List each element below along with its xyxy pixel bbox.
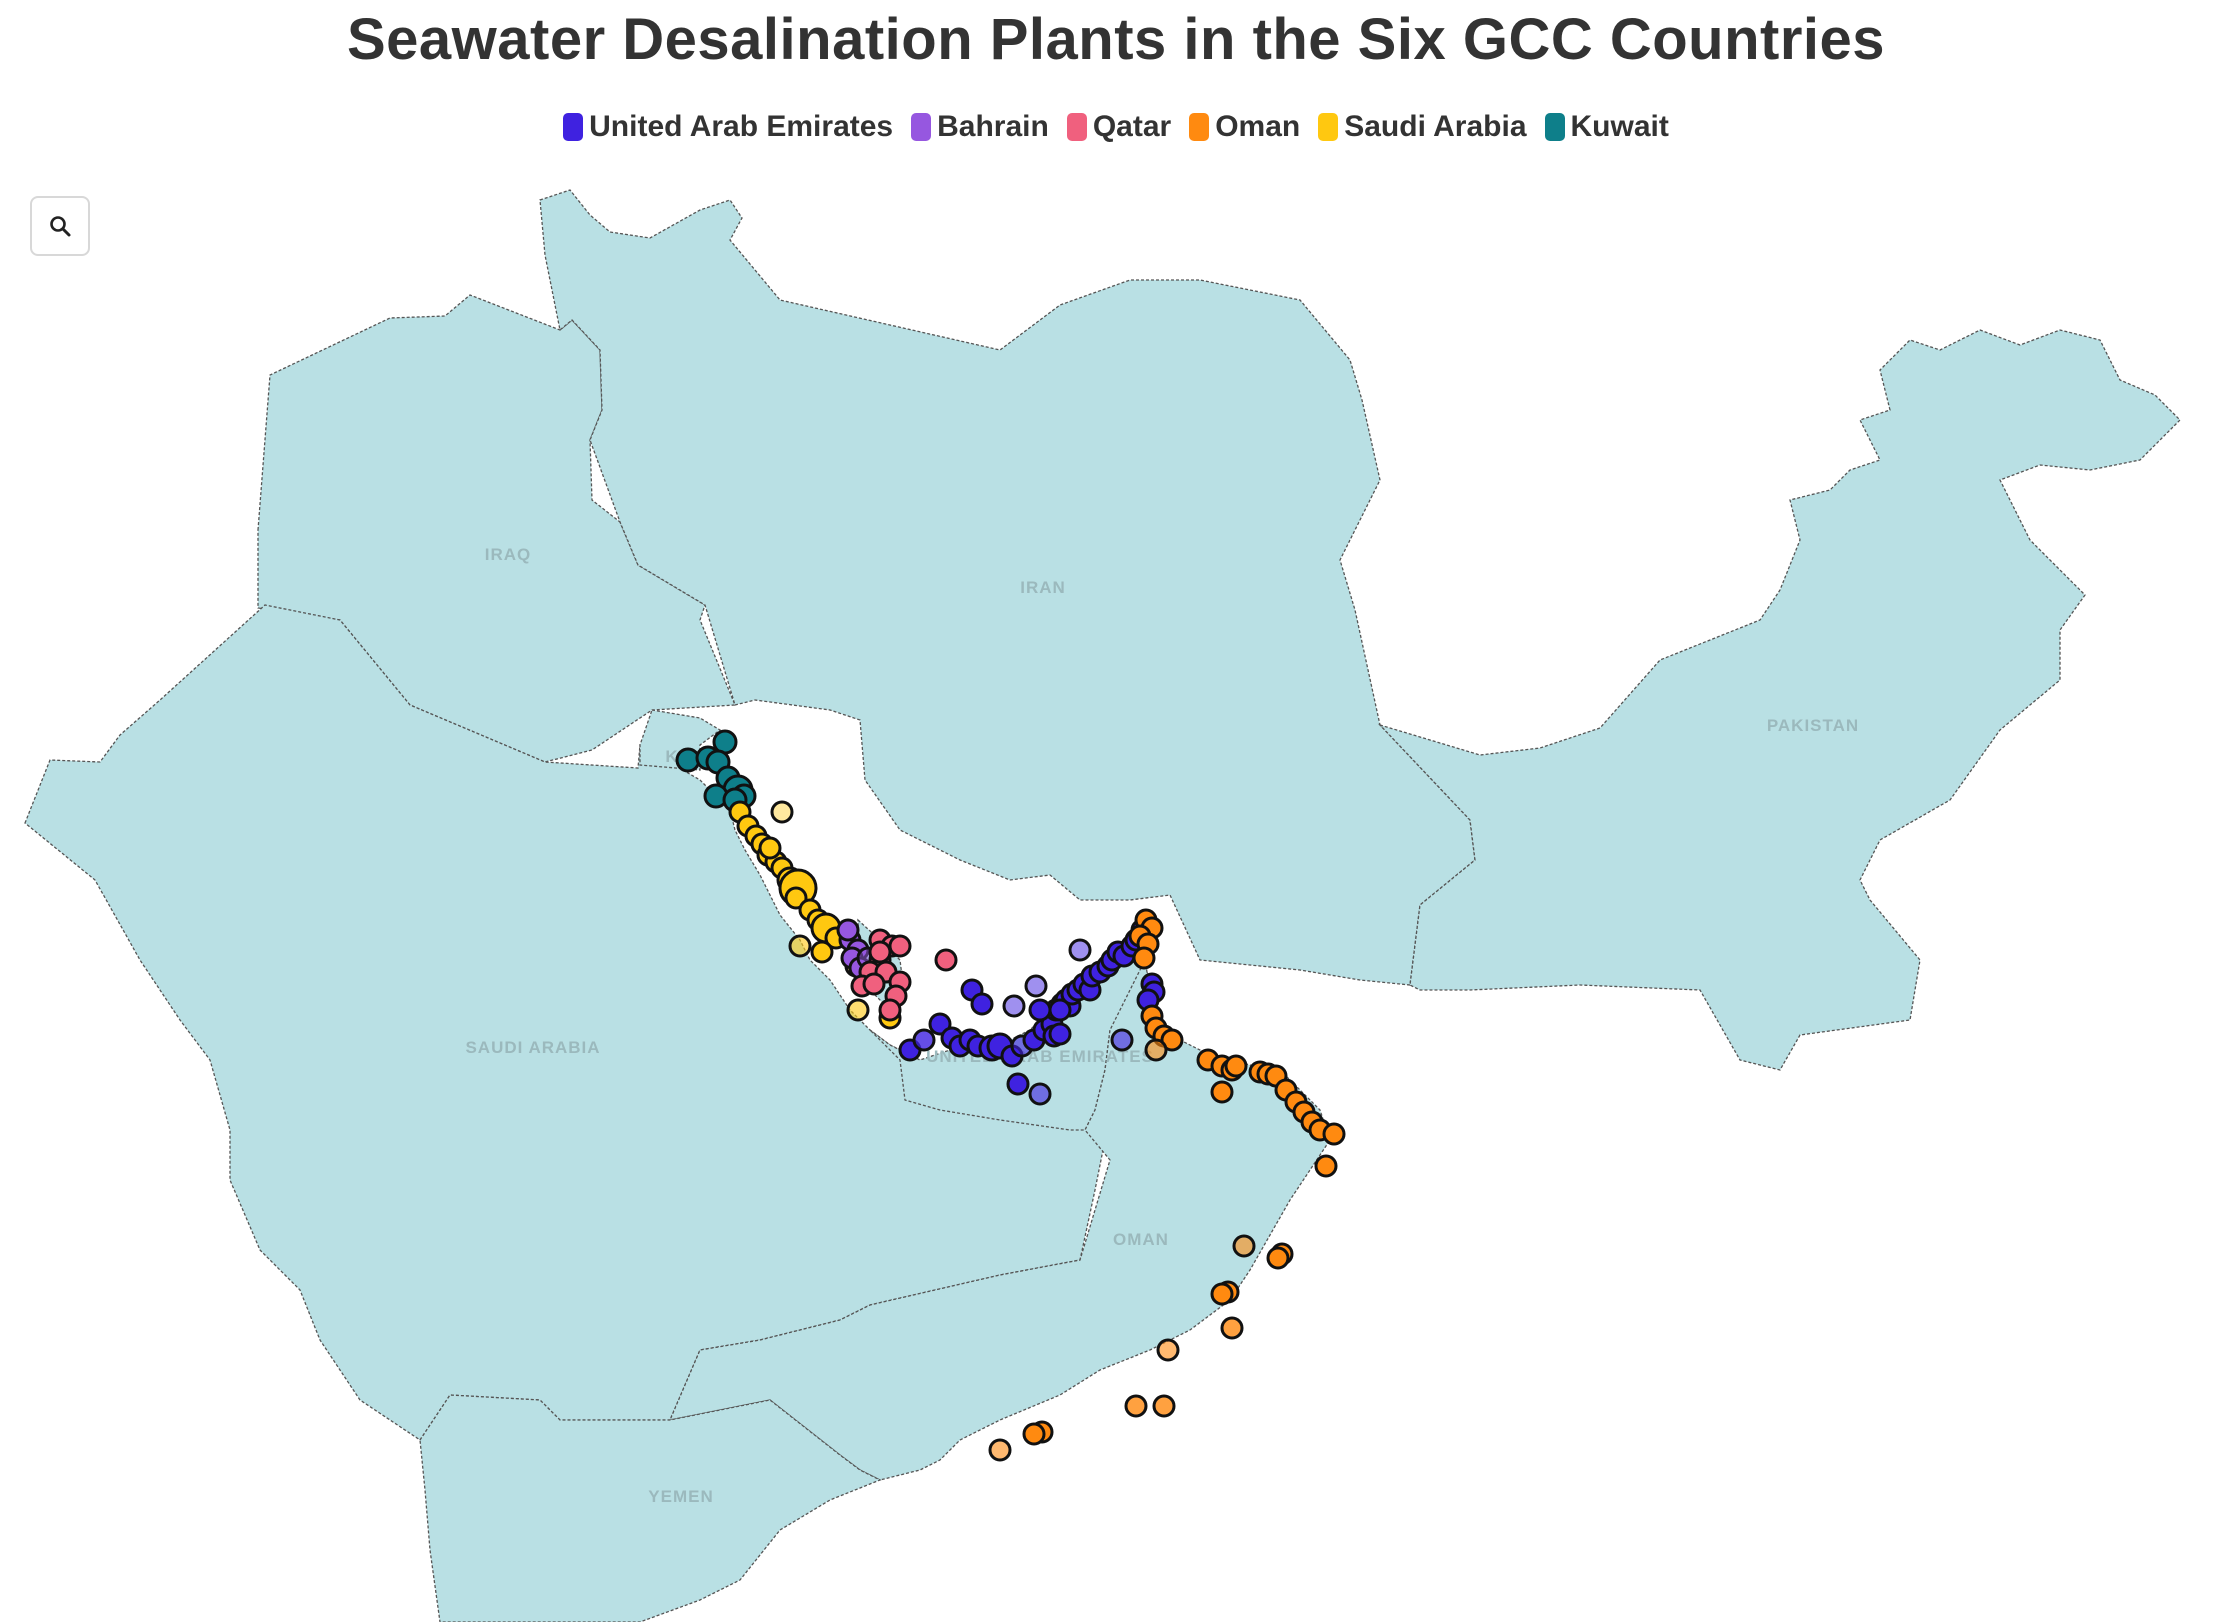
country-yemen <box>419 1394 882 1622</box>
plant-marker-uae[interactable] <box>1028 1082 1052 1106</box>
legend-item-qatar[interactable]: Qatar <box>1066 110 1172 144</box>
label-saudi: SAUDI ARABIA <box>465 1038 600 1057</box>
label-kuwait: K <box>665 747 678 766</box>
plant-marker-qatar[interactable] <box>868 940 892 964</box>
legend-swatch-kuwait <box>1544 113 1565 141</box>
plant-marker-oman[interactable] <box>1210 1080 1234 1104</box>
plant-marker-oman[interactable] <box>1322 1122 1346 1146</box>
legend-item-saudi[interactable]: Saudi Arabia <box>1318 110 1527 144</box>
plant-marker-qatar[interactable] <box>878 998 902 1022</box>
plant-marker-uae[interactable] <box>1006 1072 1030 1096</box>
plant-marker-qatar[interactable] <box>862 972 886 996</box>
plant-marker-uae[interactable] <box>1110 1028 1134 1052</box>
plant-markers[interactable] <box>675 729 1346 1462</box>
plant-marker-oman[interactable] <box>1124 1394 1148 1418</box>
plant-marker-oman[interactable] <box>1144 1038 1168 1062</box>
plant-marker-oman[interactable] <box>1160 1028 1184 1052</box>
plant-marker-saudi[interactable] <box>758 836 782 860</box>
label-iran: IRAN <box>1020 578 1066 597</box>
plant-marker-oman[interactable] <box>988 1438 1012 1462</box>
plant-marker-oman[interactable] <box>1210 1282 1234 1306</box>
label-iraq: IRAQ <box>485 545 532 564</box>
legend-label-uae: United Arab Emirates <box>589 110 894 143</box>
legend-item-kuwait[interactable]: Kuwait <box>1544 110 1669 144</box>
legend-label-oman: Oman <box>1215 110 1301 143</box>
plant-marker-saudi[interactable] <box>810 940 834 964</box>
plant-marker-uae[interactable] <box>1024 974 1048 998</box>
plant-marker-uae[interactable] <box>1028 998 1052 1022</box>
plant-marker-uae[interactable] <box>970 992 994 1016</box>
plant-marker-uae[interactable] <box>1002 994 1026 1018</box>
plant-marker-saudi[interactable] <box>770 800 794 824</box>
legend-item-oman[interactable]: Oman <box>1189 110 1300 144</box>
plant-marker-qatar[interactable] <box>934 948 958 972</box>
country-pakistan <box>1377 329 2181 1071</box>
plant-marker-oman[interactable] <box>1220 1316 1244 1340</box>
plant-marker-uae[interactable] <box>1048 998 1072 1022</box>
legend-label-qatar: Qatar <box>1092 110 1172 143</box>
plant-marker-oman[interactable] <box>1132 946 1156 970</box>
plant-marker-uae[interactable] <box>1068 938 1092 962</box>
plant-marker-uae[interactable] <box>1048 1022 1072 1046</box>
plant-marker-oman[interactable] <box>1022 1422 1046 1446</box>
legend-label-kuwait: Kuwait <box>1570 110 1669 143</box>
plant-marker-oman[interactable] <box>1156 1338 1180 1362</box>
plant-marker-oman[interactable] <box>1314 1154 1338 1178</box>
plant-marker-qatar[interactable] <box>888 934 912 958</box>
plant-marker-oman[interactable] <box>1224 1054 1248 1078</box>
legend-swatch-uae <box>563 113 584 141</box>
label-yemen: YEMEN <box>648 1487 713 1506</box>
search-icon <box>50 216 71 237</box>
legend-item-uae[interactable]: United Arab Emirates <box>563 110 893 144</box>
label-oman: OMAN <box>1113 1230 1169 1249</box>
plant-marker-oman[interactable] <box>1266 1246 1290 1270</box>
search-button[interactable] <box>30 196 90 256</box>
legend-swatch-qatar <box>1066 113 1087 141</box>
legend-label-saudi: Saudi Arabia <box>1344 110 1527 143</box>
plant-marker-oman[interactable] <box>1232 1234 1256 1258</box>
plant-marker-oman[interactable] <box>1152 1394 1176 1418</box>
plant-marker-saudi[interactable] <box>846 998 870 1022</box>
plant-marker-uae[interactable] <box>912 1028 936 1052</box>
label-pakistan: PAKISTAN <box>1767 716 1859 735</box>
legend-swatch-saudi <box>1318 113 1339 141</box>
country-oman <box>668 957 1331 1481</box>
country-saudi <box>24 604 1111 1441</box>
legend: United Arab Emirates Bahrain Qatar Oman … <box>0 110 2232 144</box>
legend-swatch-oman <box>1189 113 1210 141</box>
legend-swatch-bahrain <box>911 113 932 141</box>
legend-item-bahrain[interactable]: Bahrain <box>911 110 1049 144</box>
map-title: Seawater Desalination Plants in the Six … <box>346 7 1886 72</box>
plant-marker-bahrain[interactable] <box>836 918 860 942</box>
plant-marker-saudi[interactable] <box>788 934 812 958</box>
legend-label-bahrain: Bahrain <box>937 110 1049 143</box>
